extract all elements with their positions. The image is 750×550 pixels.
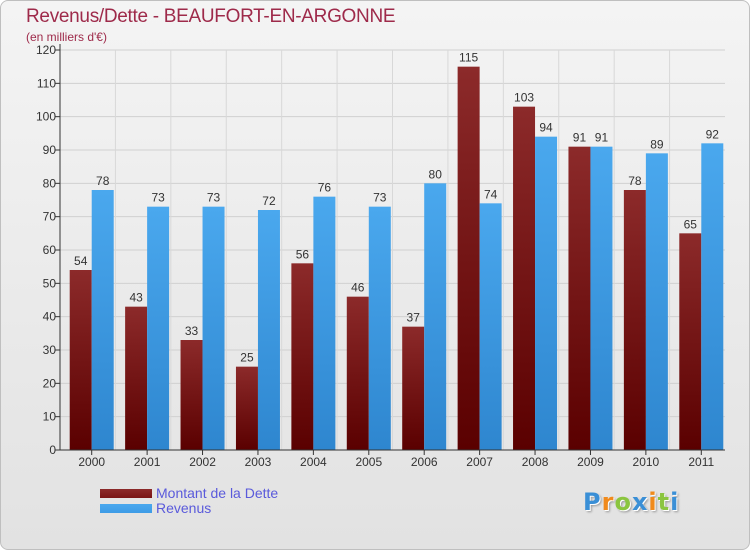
bars: 54 78 43 73 33 73 25 72 56 76 46 73 37 80 115 74 103 94 91… xyxy=(69,51,724,451)
bar-revenue xyxy=(590,146,613,450)
y-tick-label: 20 xyxy=(43,376,57,390)
data-label-debt: 115 xyxy=(459,51,478,65)
data-label-revenue: 91 xyxy=(595,131,609,145)
bar-revenue xyxy=(701,143,724,451)
logo-letter: P xyxy=(583,488,602,516)
bar-debt xyxy=(513,106,536,451)
chart-title: Revenus/Dette - BEAUFORT-EN-ARGONNE xyxy=(26,6,396,27)
x-tick-label: 2006 xyxy=(411,455,438,469)
bar-revenue xyxy=(368,206,391,450)
legend-label-debt: Montant de la Dette xyxy=(156,485,279,501)
data-label-debt: 91 xyxy=(573,131,587,145)
data-label-debt: 65 xyxy=(684,217,698,231)
y-tick-label: 50 xyxy=(43,276,57,290)
data-label-revenue: 76 xyxy=(318,181,332,195)
y-tick-label: 90 xyxy=(43,143,57,157)
y-tick-label: 0 xyxy=(49,443,56,457)
y-tick-label: 110 xyxy=(37,76,56,90)
proxiti-logo: Proxiti xyxy=(583,488,679,516)
y-tick-label: 30 xyxy=(43,343,57,357)
bar-revenue xyxy=(535,136,558,450)
bar-revenue xyxy=(645,153,668,451)
x-tick-label: 2002 xyxy=(189,455,216,469)
data-label-revenue: 78 xyxy=(96,174,110,188)
bar-debt xyxy=(291,263,314,450)
bar-debt xyxy=(623,190,646,450)
bar-revenue xyxy=(424,183,447,451)
x-tick-label: 2011 xyxy=(688,455,714,469)
x-tick-label: 2009 xyxy=(577,455,604,469)
logo-letter: t xyxy=(657,488,671,516)
bar-revenue xyxy=(202,206,225,450)
data-label-debt: 103 xyxy=(514,91,534,105)
data-label-debt: 33 xyxy=(185,324,199,338)
bar-revenue xyxy=(479,203,502,450)
data-label-debt: 78 xyxy=(628,174,642,188)
data-label-revenue: 92 xyxy=(706,127,720,141)
bar-debt xyxy=(568,146,591,450)
data-label-revenue: 80 xyxy=(429,167,443,181)
bar-debt xyxy=(679,233,702,450)
data-label-revenue: 74 xyxy=(484,187,498,201)
logo-letter: i xyxy=(648,488,658,516)
grid-lines xyxy=(60,49,725,451)
x-tick-label: 2010 xyxy=(633,455,660,469)
bar-debt xyxy=(235,366,258,450)
y-tick-label: 100 xyxy=(36,110,56,124)
bar-revenue xyxy=(313,196,336,450)
logo-letter: o xyxy=(614,488,632,516)
data-label-revenue: 94 xyxy=(539,121,553,135)
y-tick-label: 80 xyxy=(43,176,57,190)
logo-letter: x xyxy=(631,488,649,516)
x-tick-label: 2004 xyxy=(300,455,327,469)
legend-swatch-debt xyxy=(100,489,152,498)
data-label-debt: 37 xyxy=(407,311,421,325)
y-tick-label: 10 xyxy=(43,410,57,424)
chart-subtitle: (en milliers d'€) xyxy=(26,30,107,44)
data-label-revenue: 73 xyxy=(373,191,387,205)
data-label-debt: 46 xyxy=(351,281,365,295)
x-tick-label: 2003 xyxy=(245,455,272,469)
legend-swatch-revenue xyxy=(100,504,152,513)
data-label-debt: 54 xyxy=(74,254,88,268)
legend-label-revenue: Revenus xyxy=(156,500,212,516)
bar-revenue xyxy=(257,210,280,450)
bar-debt xyxy=(69,270,92,450)
bar-debt xyxy=(346,296,369,450)
y-tick-label: 120 xyxy=(36,43,56,57)
axes: 0 10 20 30 40 50 60 70 80 90 100 110 120 2000 2001 2002… xyxy=(36,43,725,469)
bar-debt xyxy=(180,340,203,450)
x-tick-label: 2001 xyxy=(134,455,161,469)
x-tick-label: 2008 xyxy=(522,455,549,469)
logo-letter: r xyxy=(601,488,615,516)
bar-revenue xyxy=(147,206,170,450)
bar-debt xyxy=(125,306,148,450)
bar-revenue xyxy=(91,190,114,450)
x-tick-label: 2005 xyxy=(355,455,382,469)
data-label-revenue: 73 xyxy=(207,191,221,205)
data-label-debt: 43 xyxy=(129,291,143,305)
bar-debt xyxy=(402,326,425,450)
x-tick-label: 2007 xyxy=(466,455,493,469)
data-label-revenue: 73 xyxy=(151,191,165,205)
y-tick-label: 60 xyxy=(43,243,57,257)
y-tick-label: 40 xyxy=(43,310,57,324)
x-tick-label: 2000 xyxy=(78,455,105,469)
data-label-revenue: 89 xyxy=(650,137,664,151)
data-label-debt: 25 xyxy=(240,351,254,365)
data-label-revenue: 72 xyxy=(262,194,276,208)
logo-letter: i xyxy=(670,488,680,516)
data-label-debt: 56 xyxy=(296,247,310,261)
y-tick-label: 70 xyxy=(43,210,57,224)
bar-debt xyxy=(457,66,480,451)
